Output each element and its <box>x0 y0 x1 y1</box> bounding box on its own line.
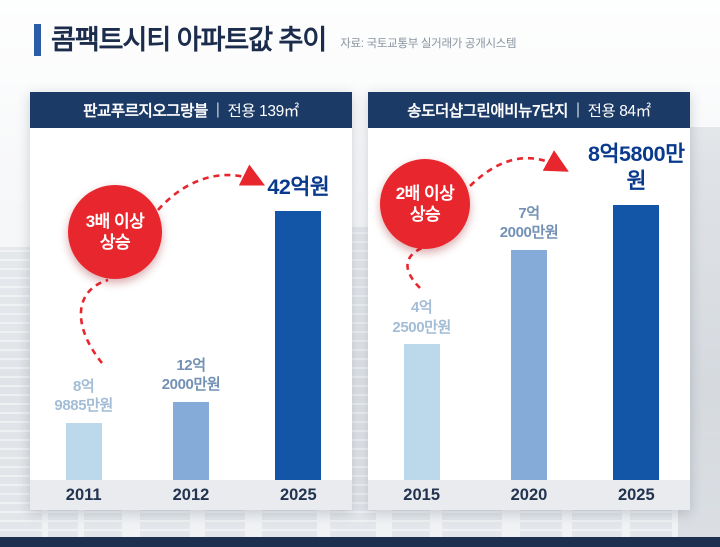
bar-column-2025: 8억5800만원 <box>583 128 690 480</box>
bar-columns: 4억 2500만원 7억 2000만원 8억 <box>368 128 690 480</box>
year-label: 2025 <box>617 486 655 504</box>
value-line: 9885만원 <box>54 397 113 414</box>
bar-2011 <box>65 422 102 480</box>
year-label: 2025 <box>279 486 317 504</box>
page-title: 콤팩트시티 아파트값 추이 <box>51 25 327 56</box>
value-label: 7억 2000만원 <box>500 204 559 243</box>
value-line: 7억 <box>518 204 540 222</box>
value-line: 42억원 <box>267 175 330 200</box>
x-axis-years: 2011 2012 2025 <box>30 480 352 510</box>
bar-column-2015: 4억 2500만원 <box>368 128 475 480</box>
bottom-navy-bar <box>0 537 720 547</box>
value-label: 42억원 <box>267 174 329 202</box>
value-line: 12억 <box>176 356 206 374</box>
bar-columns: 8억 9885만원 12억 2000만원 4 <box>30 128 352 480</box>
value-label: 12억 2000만원 <box>162 356 221 395</box>
divider: | <box>215 101 220 118</box>
bar-column-2011: 8억 9885만원 <box>30 128 137 480</box>
chart-panel-pangyo: 판교푸르지오그랑블 | 전용 139㎡ 3배 이상 상승 <box>30 92 352 510</box>
value-line: 8억 <box>72 377 95 395</box>
complex-name: 판교푸르지오그랑블 <box>83 103 208 120</box>
bar-2025 <box>275 211 322 480</box>
header: 콤팩트시티 아파트값 추이 자료: 국토교통부 실거래가 공개시스템 <box>34 24 704 56</box>
panel-header: 판교푸르지오그랑블 | 전용 139㎡ <box>30 92 352 128</box>
bar-2012 <box>172 401 209 480</box>
value-line: 2000만원 <box>499 224 559 242</box>
badge-line: 2배 이상 <box>395 183 455 203</box>
badge-line: 상승 <box>409 205 441 224</box>
bar-2020 <box>510 249 547 480</box>
bar-column-2025: 42억원 <box>245 128 352 480</box>
title-accent-bar <box>34 24 41 56</box>
value-line: 8억5800만원 <box>588 141 685 194</box>
divider: | <box>575 101 580 118</box>
bar-2015 <box>403 344 440 480</box>
source-label: 자료: 국토교통부 실거래가 공개시스템 <box>340 38 517 50</box>
x-axis-years: 2015 2020 2025 <box>368 480 690 510</box>
value-line: 4억 <box>410 299 433 316</box>
chart-panels: 판교푸르지오그랑블 | 전용 139㎡ 3배 이상 상승 <box>30 92 690 510</box>
chart-panel-songdo: 송도더샵그린애비뉴7단지 | 전용 84㎡ 2배 이상 상승 <box>368 92 690 510</box>
bar-column-2020: 7억 2000만원 <box>475 128 582 480</box>
badge-line: 상승 <box>99 233 131 252</box>
area-spec: 전용 139㎡ <box>227 103 300 120</box>
value-label: 4억 2500만원 <box>392 298 451 337</box>
bar-column-2012: 12억 2000만원 <box>137 128 244 480</box>
year-label: 2015 <box>403 486 441 504</box>
year-label: 2012 <box>172 486 210 504</box>
badge-line: 3배 이상 <box>85 211 145 231</box>
complex-name: 송도더샵그린애비뉴7단지 <box>407 103 568 120</box>
increase-badge: 3배 이상 상승 <box>68 185 162 279</box>
bar-2025 <box>613 205 660 480</box>
year-label: 2020 <box>510 486 548 504</box>
panel-header: 송도더샵그린애비뉴7단지 | 전용 84㎡ <box>368 92 690 128</box>
chart-area: 2배 이상 상승 4억 2500만원 7억 2000만원 <box>368 128 690 480</box>
value-label: 8억5800만원 <box>583 141 690 197</box>
value-label: 8억 9885만원 <box>54 377 113 416</box>
chart-area: 3배 이상 상승 8억 9885만원 12억 2000만원 <box>30 128 352 480</box>
year-label: 2011 <box>65 486 102 504</box>
value-line: 2500만원 <box>392 318 451 336</box>
value-line: 2000만원 <box>161 376 221 394</box>
increase-badge: 2배 이상 상승 <box>380 159 470 249</box>
area-spec: 전용 84㎡ <box>587 103 652 120</box>
